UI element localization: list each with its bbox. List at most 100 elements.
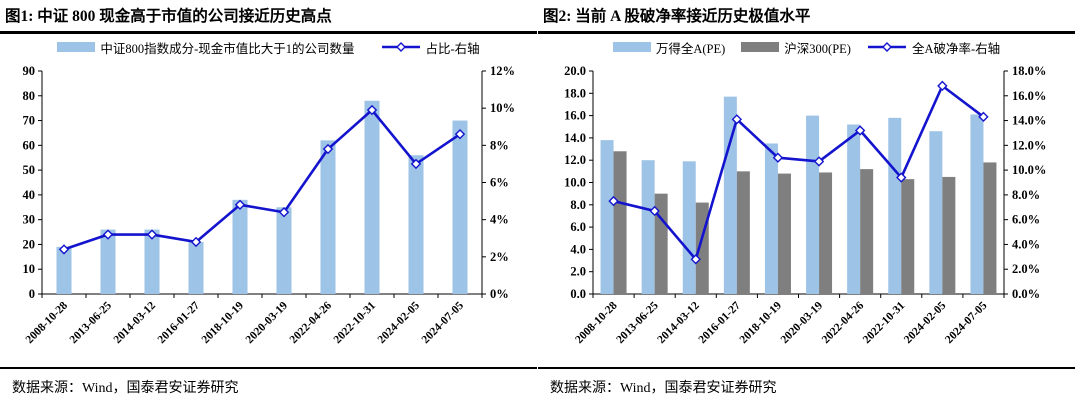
bar [232, 199, 248, 294]
figure-2-panel: 图2: 当前 A 股破净率接近历史极值水平 万得全A(PE) 沪深300(PE) 全… [538, 0, 1075, 397]
bar [320, 140, 336, 294]
bar [723, 96, 737, 294]
x-axis-label: 2020-03-19 [779, 299, 826, 346]
y-axis-label: 50 [23, 163, 36, 177]
line-point [278, 207, 290, 218]
y2-axis-label: 2% [490, 250, 509, 264]
line-point [146, 229, 158, 240]
y-axis-label: 4.0 [570, 242, 586, 256]
line-point [690, 254, 701, 265]
line-point [937, 80, 948, 92]
y-axis-label: 2.0 [570, 265, 586, 279]
figure-2-title: 图2: 当前 A 股破净率接近历史极值水平 [538, 0, 1075, 34]
figure-2-legend: 万得全A(PE) 沪深300(PE) 全A破净率-右轴 [538, 37, 1075, 57]
line-path [63, 108, 461, 251]
y-axis-label: 80 [23, 89, 36, 103]
line-point [410, 158, 422, 170]
legend-item: 占比-右轴 [381, 38, 480, 57]
legend-item: 万得全A(PE) [612, 38, 726, 57]
y-axis-label: 10.0 [564, 176, 586, 190]
y2-axis-label: 10% [490, 101, 515, 115]
x-axis-label: 2024-07-05 [943, 299, 990, 346]
figure-1-chart: 0 10 20 30 40 50 60 70 80 90 0% 2% 4% 6% 8% 10% 12% 2008-… [23, 64, 516, 346]
y2-axis-label: 14.0% [1012, 114, 1046, 128]
bar [641, 160, 655, 294]
line-point [234, 199, 246, 210]
x-axis-label: 2013-06-25 [614, 299, 661, 346]
bar [654, 193, 668, 294]
y-axis-label: 12.0 [564, 153, 586, 167]
y-axis-label: 60 [23, 138, 36, 152]
line-point [731, 114, 743, 125]
legend-label: 全A破净率-右轴 [911, 41, 1001, 56]
bar [901, 179, 915, 294]
legend-line-marker-icon [867, 42, 906, 52]
legend-label: 万得全A(PE) [655, 41, 726, 56]
bar [819, 172, 833, 294]
bar [736, 171, 750, 294]
bar [144, 229, 160, 294]
bar [613, 151, 627, 294]
x-axis-label: 2024-07-05 [420, 299, 467, 346]
line-point [454, 128, 466, 140]
y-axis-label: 14.0 [564, 131, 586, 145]
line-point [102, 229, 114, 240]
line-point [772, 152, 784, 163]
bar [100, 229, 116, 294]
x-axis-label: 2016-01-27 [697, 299, 744, 346]
y2-axis-label: 4.0% [1012, 237, 1040, 251]
y-axis-label: 6.0 [570, 220, 586, 234]
bar [56, 246, 72, 294]
line-point [190, 236, 202, 248]
y-axis-label: 0 [29, 287, 35, 301]
line-point [854, 125, 866, 136]
bar [847, 124, 861, 295]
line-point [813, 156, 825, 167]
line-path [613, 84, 985, 261]
bar [860, 169, 874, 294]
legend-bar-swatch-icon [612, 42, 651, 52]
x-axis-label: 2022-04-26 [820, 299, 867, 346]
x-axis-label: 2014-03-12 [655, 299, 702, 346]
legend-diamond [395, 42, 406, 52]
x-axis-label: 2014-03-12 [112, 299, 159, 346]
y2-axis-label: 2.0% [1012, 262, 1040, 276]
y-axis-label: 70 [23, 114, 36, 128]
legend-item: 中证800指数成分-现金市值比大于1的公司数量 [57, 38, 355, 57]
legend-bar-swatch-icon [57, 42, 96, 52]
x-axis-label: 2018-10-19 [738, 299, 785, 346]
bar [764, 143, 778, 294]
legend-label: 中证800指数成分-现金市值比大于1的公司数量 [100, 41, 355, 56]
bar [983, 162, 997, 294]
y2-axis-label: 18.0% [1012, 64, 1046, 78]
legend-line-marker-icon [381, 42, 420, 52]
x-axis-label: 2018-10-19 [200, 299, 247, 346]
line-series [58, 104, 466, 255]
line-point [896, 172, 907, 183]
x-axis-label: 2013-06-25 [68, 299, 115, 346]
bar [188, 241, 204, 294]
legend-label: 沪深300(PE) [784, 41, 851, 56]
line-point [366, 104, 378, 116]
y2-axis-label: 6.0% [1012, 213, 1040, 227]
y2-axis-label: 8.0% [1012, 188, 1040, 202]
x-axis-label: 2022-10-31 [332, 299, 379, 346]
figure-1-title: 图1: 中证 800 现金高于市值的公司接近历史高点 [0, 0, 537, 34]
y2-axis-label: 0.0% [1012, 287, 1040, 301]
figure-1-source: 数据来源：Wind，国泰君安证券研究 [0, 367, 537, 397]
bar [777, 173, 791, 294]
x-axis-label: 2008-10-28 [573, 299, 620, 346]
y2-axis-label: 12% [490, 64, 515, 78]
legend-bar-swatch-icon [741, 42, 780, 52]
y-axis-label: 40 [23, 188, 36, 202]
x-axis-label: 2016-01-27 [156, 299, 203, 346]
y2-axis-label: 6% [490, 176, 509, 190]
figure-1-legend: 中证800指数成分-现金市值比大于1的公司数量 占比-右轴 [0, 37, 537, 57]
bar [600, 140, 614, 294]
legend-item: 沪深300(PE) [741, 38, 851, 57]
y-axis-label: 20.0 [564, 64, 586, 78]
y-axis-label: 8.0 [570, 198, 586, 212]
y-axis-label: 16.0 [564, 109, 586, 123]
legend-item: 全A破净率-右轴 [867, 38, 1000, 57]
